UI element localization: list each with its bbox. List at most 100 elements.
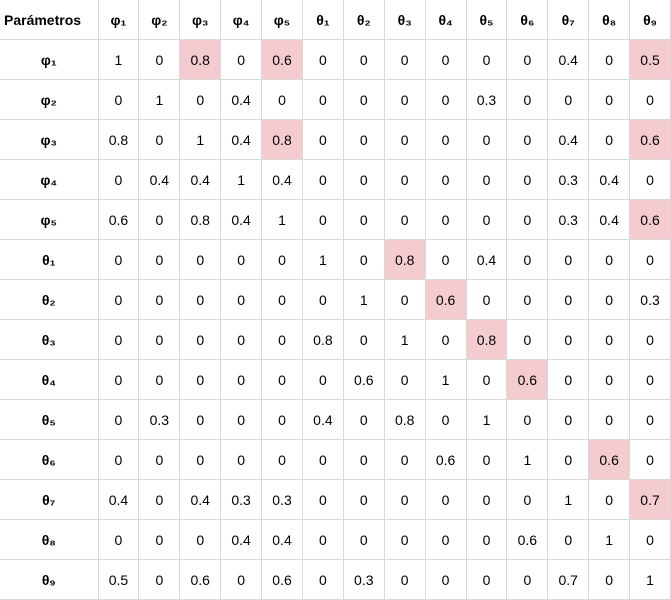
table-cell[interactable]: 0 [301, 119, 344, 160]
table-cell[interactable]: 0.3 [465, 79, 508, 120]
column-header-cell[interactable]: θ₉ [629, 0, 671, 40]
table-cell[interactable]: 0.4 [220, 519, 263, 560]
table-cell[interactable]: 0 [97, 159, 140, 200]
row-header-cell[interactable]: φ₅ [0, 199, 99, 240]
table-cell[interactable]: 0 [588, 399, 631, 440]
table-cell[interactable]: 0 [465, 359, 508, 400]
table-cell[interactable]: 1 [220, 159, 263, 200]
table-cell[interactable]: 0.4 [547, 119, 590, 160]
table-cell[interactable]: 0 [261, 79, 303, 120]
table-cell[interactable]: 1 [342, 279, 385, 320]
row-header-cell[interactable]: θ₆ [0, 439, 99, 480]
table-cell[interactable]: 0 [629, 359, 671, 400]
table-cell[interactable]: 0.3 [138, 399, 181, 440]
table-cell[interactable]: 0 [588, 239, 631, 280]
column-header-cell[interactable]: φ₅ [261, 0, 303, 40]
table-cell[interactable]: 0.4 [97, 479, 140, 520]
table-cell[interactable]: 0 [588, 479, 631, 520]
table-cell[interactable]: 0 [342, 439, 385, 480]
table-cell[interactable]: 0 [506, 199, 549, 240]
table-cell[interactable]: 0 [342, 519, 385, 560]
table-cell[interactable]: 0 [261, 239, 303, 280]
column-header-cell[interactable]: θ₃ [383, 0, 426, 40]
table-cell[interactable]: 0 [588, 39, 631, 80]
table-cell[interactable]: 0 [138, 199, 181, 240]
row-header-cell[interactable]: θ₉ [0, 559, 99, 600]
table-cell[interactable]: 0.3 [547, 159, 590, 200]
table-cell[interactable]: 0 [547, 399, 590, 440]
table-cell[interactable]: 0.4 [179, 159, 222, 200]
table-cell[interactable]: 0 [629, 159, 671, 200]
table-cell[interactable]: 0 [383, 439, 426, 480]
highlighted-cell[interactable]: 0.7 [629, 479, 671, 520]
table-cell[interactable]: 0 [547, 79, 590, 120]
table-cell[interactable]: 0.8 [383, 399, 426, 440]
column-header-cell[interactable]: θ₂ [342, 0, 385, 40]
highlighted-cell[interactable]: 0.6 [424, 279, 467, 320]
table-cell[interactable]: 0 [342, 239, 385, 280]
table-cell[interactable]: 0 [220, 239, 263, 280]
table-cell[interactable]: 0 [261, 439, 303, 480]
column-header-cell[interactable]: φ₂ [138, 0, 181, 40]
table-cell[interactable]: 0 [424, 319, 467, 360]
column-header-cell[interactable]: φ₁ [97, 0, 140, 40]
table-cell[interactable]: 0 [465, 159, 508, 200]
row-header-cell[interactable]: θ₃ [0, 319, 99, 360]
highlighted-cell[interactable]: 0.6 [506, 359, 549, 400]
table-cell[interactable]: 1 [138, 79, 181, 120]
table-cell[interactable]: 0 [547, 519, 590, 560]
table-cell[interactable]: 0 [220, 399, 263, 440]
column-header-cell[interactable]: θ₅ [465, 0, 508, 40]
table-cell[interactable]: 0 [547, 319, 590, 360]
table-cell[interactable]: 0 [424, 39, 467, 80]
table-cell[interactable]: 0 [629, 519, 671, 560]
table-cell[interactable]: 0 [424, 199, 467, 240]
row-header-cell[interactable]: θ₂ [0, 279, 99, 320]
table-cell[interactable]: 0 [179, 439, 222, 480]
table-cell[interactable]: 0 [465, 279, 508, 320]
table-cell[interactable]: 0 [138, 359, 181, 400]
table-cell[interactable]: 0 [424, 559, 467, 600]
table-cell[interactable]: 0.8 [179, 199, 222, 240]
table-cell[interactable]: 0 [97, 239, 140, 280]
table-cell[interactable]: 0 [261, 319, 303, 360]
table-cell[interactable]: 0.3 [629, 279, 671, 320]
table-cell[interactable]: 1 [629, 559, 671, 600]
table-cell[interactable]: 0 [97, 399, 140, 440]
table-cell[interactable]: 0 [588, 119, 631, 160]
row-header-cell[interactable]: θ₄ [0, 359, 99, 400]
table-cell[interactable]: 0 [506, 319, 549, 360]
row-header-cell[interactable]: φ₄ [0, 159, 99, 200]
table-cell[interactable]: 0 [220, 439, 263, 480]
table-cell[interactable]: 0 [506, 119, 549, 160]
table-cell[interactable]: 0.4 [465, 239, 508, 280]
table-cell[interactable]: 0 [138, 119, 181, 160]
table-cell[interactable]: 0 [383, 199, 426, 240]
highlighted-cell[interactable]: 0.6 [629, 119, 671, 160]
highlighted-cell[interactable]: 0.8 [465, 319, 508, 360]
highlighted-cell[interactable]: 0.6 [261, 39, 303, 80]
table-cell[interactable]: 0.6 [179, 559, 222, 600]
table-cell[interactable]: 0 [465, 479, 508, 520]
table-cell[interactable]: 0 [342, 399, 385, 440]
table-cell[interactable]: 0.4 [220, 199, 263, 240]
row-header-cell[interactable]: θ₅ [0, 399, 99, 440]
table-cell[interactable]: 0 [261, 359, 303, 400]
table-cell[interactable]: 0 [179, 239, 222, 280]
table-cell[interactable]: 0.4 [261, 519, 303, 560]
table-cell[interactable]: 0 [383, 39, 426, 80]
table-cell[interactable]: 0 [301, 39, 344, 80]
table-cell[interactable]: 0 [301, 79, 344, 120]
row-header-cell[interactable]: φ₂ [0, 79, 99, 120]
table-cell[interactable]: 1 [424, 359, 467, 400]
table-cell[interactable]: 0.7 [547, 559, 590, 600]
table-cell[interactable]: 0 [424, 79, 467, 120]
table-cell[interactable]: 0 [179, 319, 222, 360]
table-cell[interactable]: 0 [383, 119, 426, 160]
table-cell[interactable]: 0 [97, 279, 140, 320]
table-cell[interactable]: 0 [383, 279, 426, 320]
table-cell[interactable]: 0 [506, 239, 549, 280]
table-cell[interactable]: 0 [506, 559, 549, 600]
table-cell[interactable]: 0 [342, 199, 385, 240]
table-cell[interactable]: 0 [629, 399, 671, 440]
